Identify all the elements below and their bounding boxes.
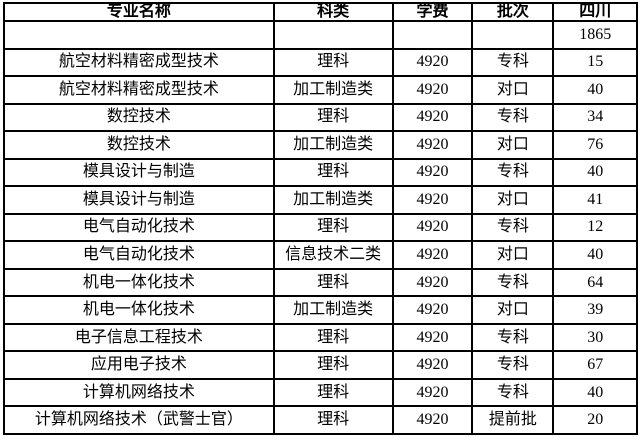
table-cell: 理科 [272, 377, 394, 408]
table-cell: 加工制造类 [272, 75, 394, 105]
table-cell: 电子信息工程技术 [3, 322, 275, 353]
table-cell: 对口 [471, 75, 555, 105]
table-cell: 4920 [391, 350, 474, 380]
table-cell: 对口 [471, 240, 555, 270]
table-cell: 1865 [552, 20, 638, 50]
table-cell: 专科 [471, 350, 555, 380]
table-cell: 40 [552, 157, 638, 188]
table-cell: 信息技术二类 [272, 240, 394, 270]
table-cell: 40 [552, 75, 638, 105]
table-cell: 12 [552, 212, 638, 243]
table-cell: 数控技术 [3, 102, 275, 133]
table-cell: 4920 [391, 405, 474, 435]
table-cell: 30 [552, 322, 638, 353]
table-cell: 专科 [471, 377, 555, 408]
table-cell: 20 [552, 405, 638, 435]
table-cell: 34 [552, 102, 638, 133]
table-cell: 4920 [391, 102, 474, 133]
table-cell [391, 20, 474, 50]
table-cell: 专科 [471, 157, 555, 188]
table-cell: 40 [552, 377, 638, 408]
table-cell [471, 20, 555, 50]
table-row: 电气自动化技术 理科 4920 专科 12 [3, 212, 638, 243]
admission-table: 专业名称 科类 学费 批次 四川 1865 航空材料精密成型技术 理科 4920 专科 15 航空材… [3, 2, 638, 435]
table-cell: 机电一体化技术 [3, 295, 275, 325]
table-row: 模具设计与制造 理科 4920 专科 40 [3, 157, 638, 188]
table-cell: 电气自动化技术 [3, 240, 275, 270]
table-body: 1865 航空材料精密成型技术 理科 4920 专科 15 航空材料精密成型技术 加工制造类 4… [3, 20, 638, 435]
table-cell: 76 [552, 130, 638, 160]
table-cell: 理科 [272, 47, 394, 78]
table-cell: 40 [552, 240, 638, 270]
header-cell-4: 四川 [552, 2, 638, 22]
table-cell: 机电一体化技术 [3, 267, 275, 298]
table-cell: 加工制造类 [272, 130, 394, 160]
table-cell: 理科 [272, 405, 394, 435]
table-cell: 4920 [391, 75, 474, 105]
table-row: 计算机网络技术 理科 4920 专科 40 [3, 377, 638, 408]
table-cell: 4920 [391, 157, 474, 188]
table-cell [272, 20, 394, 50]
table-row: 电气自动化技术 信息技术二类 4920 对口 40 [3, 240, 638, 270]
table-row: 航空材料精密成型技术 加工制造类 4920 对口 40 [3, 75, 638, 105]
table-cell: 4920 [391, 185, 474, 215]
table-cell: 理科 [272, 350, 394, 380]
table-cell: 模具设计与制造 [3, 157, 275, 188]
table-cell: 专科 [471, 212, 555, 243]
table-row: 电子信息工程技术 理科 4920 专科 30 [3, 322, 638, 353]
table-row: 数控技术 加工制造类 4920 对口 76 [3, 130, 638, 160]
table-cell: 模具设计与制造 [3, 185, 275, 215]
table-cell: 理科 [272, 322, 394, 353]
table-cell: 计算机网络技术（武警士官） [3, 405, 275, 435]
table-cell: 64 [552, 267, 638, 298]
table-cell: 电气自动化技术 [3, 212, 275, 243]
table-row: 数控技术 理科 4920 专科 34 [3, 102, 638, 133]
table-cell: 4920 [391, 267, 474, 298]
header-row: 专业名称 科类 学费 批次 四川 [3, 2, 638, 22]
table-cell: 航空材料精密成型技术 [3, 75, 275, 105]
table-cell: 提前批 [471, 405, 555, 435]
header-cell-3: 批次 [471, 2, 555, 22]
header-cell-1: 科类 [272, 2, 394, 22]
table-cell: 4920 [391, 212, 474, 243]
table-cell: 加工制造类 [272, 295, 394, 325]
table-cell: 加工制造类 [272, 185, 394, 215]
header-cell-0: 专业名称 [3, 2, 275, 22]
table-cell: 39 [552, 295, 638, 325]
table-cell: 4920 [391, 322, 474, 353]
table-cell: 41 [552, 185, 638, 215]
table-row: 计算机网络技术（武警士官） 理科 4920 提前批 20 [3, 405, 638, 435]
table-cell: 专科 [471, 102, 555, 133]
table-row: 机电一体化技术 理科 4920 专科 64 [3, 267, 638, 298]
table-cell: 对口 [471, 185, 555, 215]
table-cell: 专科 [471, 322, 555, 353]
table-cell: 67 [552, 350, 638, 380]
table-cell: 4920 [391, 130, 474, 160]
header-cell-2: 学费 [391, 2, 474, 22]
table-cell: 4920 [391, 377, 474, 408]
table-row: 航空材料精密成型技术 理科 4920 专科 15 [3, 47, 638, 78]
table-cell: 理科 [272, 267, 394, 298]
table-cell: 理科 [272, 102, 394, 133]
table-cell: 理科 [272, 157, 394, 188]
table-cell: 对口 [471, 130, 555, 160]
table-cell: 航空材料精密成型技术 [3, 47, 275, 78]
table-cell: 理科 [272, 212, 394, 243]
table-row: 应用电子技术 理科 4920 专科 67 [3, 350, 638, 380]
table-cell: 4920 [391, 47, 474, 78]
table-cell: 专科 [471, 267, 555, 298]
table-cell: 15 [552, 47, 638, 78]
table-cell: 对口 [471, 295, 555, 325]
table-row: 1865 [3, 20, 638, 50]
table-row: 模具设计与制造 加工制造类 4920 对口 41 [3, 185, 638, 215]
table-cell: 4920 [391, 240, 474, 270]
table-row: 机电一体化技术 加工制造类 4920 对口 39 [3, 295, 638, 325]
table-cell: 应用电子技术 [3, 350, 275, 380]
table-cell [3, 20, 275, 50]
table-cell: 专科 [471, 47, 555, 78]
table-cell: 计算机网络技术 [3, 377, 275, 408]
table-cell: 4920 [391, 295, 474, 325]
table-cell: 数控技术 [3, 130, 275, 160]
